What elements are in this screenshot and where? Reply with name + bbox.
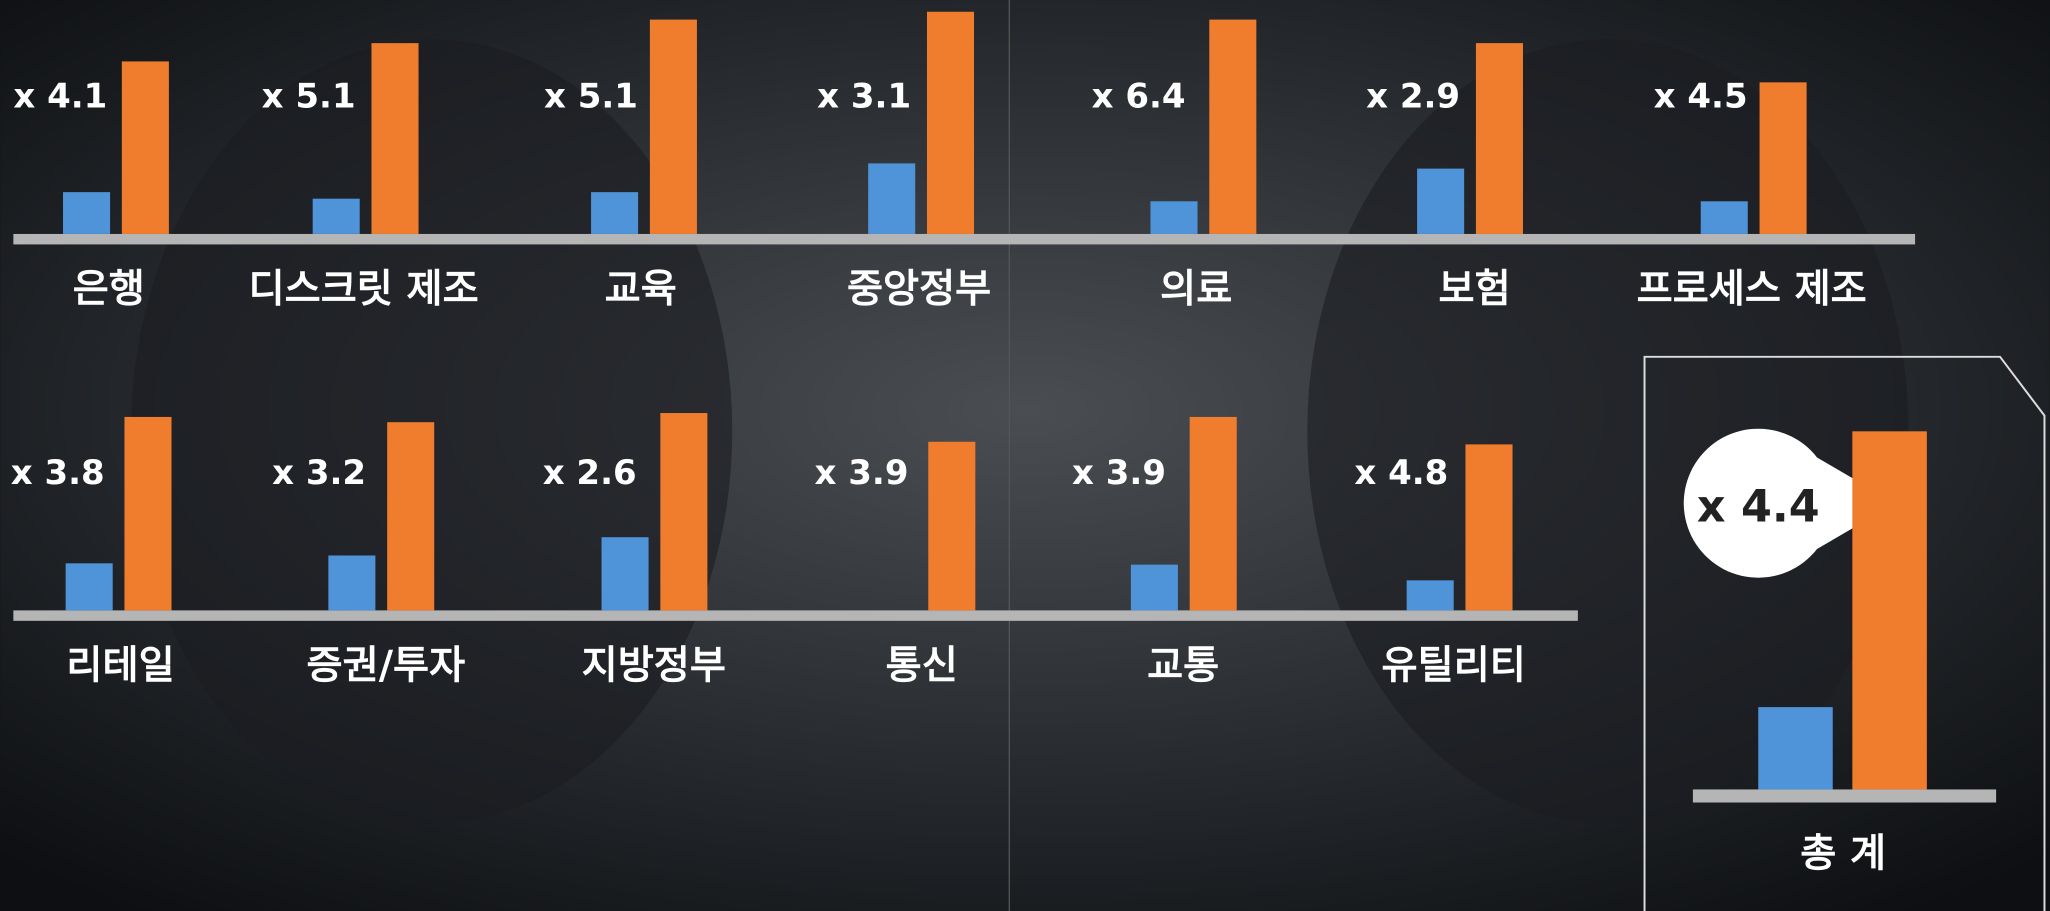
- orange-bar: [124, 417, 171, 610]
- multiplier-label: x 4.8: [1354, 453, 1448, 493]
- category-label: 프로세스 제조: [1637, 267, 1867, 312]
- blue-bar: [63, 192, 110, 234]
- multiplier-label: x 5.1: [262, 77, 356, 117]
- multiplier-label: x 2.9: [1366, 77, 1460, 117]
- category-label: 의료: [1160, 267, 1232, 312]
- multiplier-label: x 4.4: [1697, 482, 1820, 533]
- category-label: 중앙정부: [847, 267, 991, 312]
- multiplier-label: x 3.9: [1072, 453, 1166, 493]
- multiplier-label: x 2.6: [543, 453, 637, 493]
- orange-bar: [660, 413, 707, 610]
- blue-bar: [591, 192, 638, 234]
- blue-bar: [328, 555, 375, 610]
- orange-bar: [1465, 444, 1512, 610]
- blue-bar: [1131, 565, 1178, 611]
- blue-bar: [66, 563, 113, 610]
- orange-bar: [928, 442, 975, 611]
- category-label: 증권/투자: [307, 643, 466, 688]
- blue-bar: [1758, 707, 1833, 789]
- orange-bar: [1190, 417, 1237, 610]
- category-label: 지방정부: [582, 643, 726, 688]
- orange-bar: [650, 20, 697, 234]
- orange-bar: [387, 422, 434, 610]
- orange-bar: [927, 12, 974, 234]
- category-label: 교통: [1147, 643, 1219, 688]
- orange-bar: [122, 61, 169, 234]
- category-label: 리테일: [66, 643, 174, 688]
- baseline: [1693, 789, 1996, 802]
- multiplier-label: x 3.8: [11, 453, 105, 493]
- category-label: 통신: [886, 643, 958, 688]
- blue-bar: [1407, 580, 1454, 610]
- infographic: x 4.1 은행 x 5.1 디스크릿 제조 x 5.1 교육 x 3.1 중앙정부 x 6.4…: [0, 0, 2050, 911]
- background-blur: [1307, 39, 1908, 823]
- multiplier-label: x 3.9: [815, 453, 909, 493]
- multiplier-label: x 5.1: [544, 77, 638, 117]
- orange-bar: [1209, 20, 1256, 234]
- orange-bar: [1760, 82, 1807, 234]
- category-label: 디스크릿 제조: [249, 267, 479, 312]
- multiplier-label: x 3.1: [817, 77, 911, 117]
- blue-bar: [868, 163, 915, 234]
- category-label: 교육: [605, 267, 677, 312]
- blue-bar: [602, 537, 649, 610]
- multiplier-label: x 4.5: [1654, 77, 1748, 117]
- orange-bar: [371, 43, 418, 234]
- category-label: 총 계: [1800, 832, 1886, 877]
- orange-bar: [1476, 43, 1523, 234]
- orange-bar: [1852, 431, 1927, 789]
- blue-bar: [313, 199, 360, 234]
- blue-bar: [1701, 201, 1748, 234]
- blue-bar: [1417, 169, 1464, 234]
- baseline: [13, 610, 1578, 620]
- blue-bar: [1150, 201, 1197, 234]
- category-label: 유틸리티: [1382, 643, 1526, 688]
- category-label: 보험: [1439, 267, 1511, 312]
- baseline: [13, 234, 1915, 244]
- category-label: 은행: [73, 267, 145, 312]
- multiplier-label: x 6.4: [1092, 77, 1186, 117]
- multiplier-label: x 3.2: [272, 453, 366, 493]
- multiplier-label: x 4.1: [13, 77, 107, 117]
